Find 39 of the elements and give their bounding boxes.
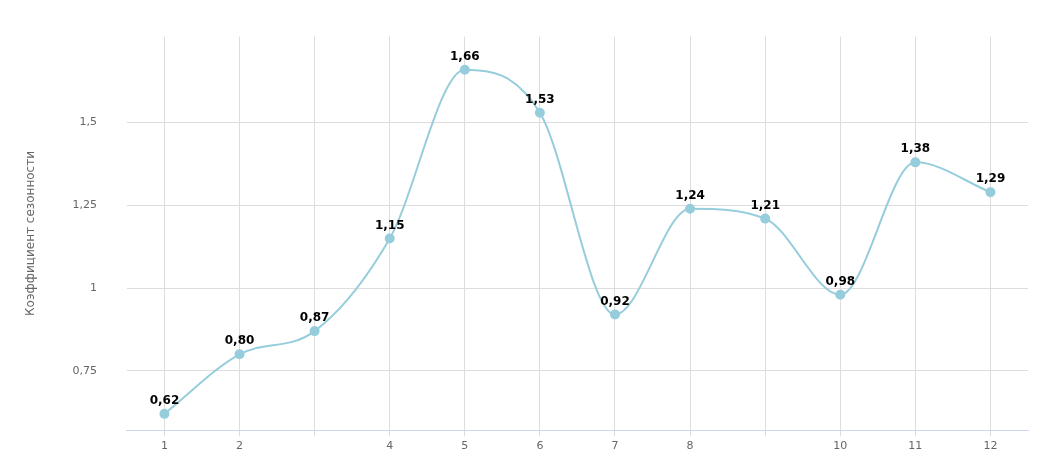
point [985, 187, 996, 198]
y-tick-label: 1 [89, 280, 97, 294]
data-label: 1,15 [374, 217, 405, 232]
data-label: 0,80 [224, 333, 255, 348]
x-tick-label: 11 [908, 438, 923, 452]
x-tick-label: 7 [611, 438, 619, 452]
point [835, 289, 846, 300]
data-label: 1,53 [525, 91, 555, 106]
y-tick-label: 1,5 [79, 115, 97, 129]
point [760, 213, 771, 224]
data-label: 1,29 [975, 171, 1006, 186]
x-tick-label: 2 [236, 438, 244, 452]
data-label: 1,38 [900, 141, 931, 156]
data-label: 1,21 [750, 197, 780, 212]
point [534, 107, 545, 118]
x-tick-label: 4 [386, 438, 394, 452]
point [609, 309, 620, 320]
data-label: 1,24 [675, 187, 705, 202]
point [234, 349, 245, 360]
x-tick-label: 5 [461, 438, 469, 452]
point [685, 203, 696, 214]
data-label: 1,66 [450, 48, 480, 63]
y-axis-title: Коэффициент сезонности [23, 151, 38, 316]
data-label: 0,62 [149, 392, 180, 407]
y-tick-label: 0,75 [72, 363, 97, 377]
point [309, 326, 320, 337]
point [159, 408, 170, 419]
data-label: 0,98 [825, 273, 856, 288]
x-tick-label: 10 [833, 438, 848, 452]
x-tick-label: 8 [686, 438, 694, 452]
x-tick-label: 6 [536, 438, 544, 452]
point [910, 157, 921, 168]
y-tick-label: 1,25 [72, 198, 97, 212]
x-tick-label: 1 [160, 438, 168, 452]
point [459, 64, 470, 75]
x-tick-label: 12 [983, 438, 998, 452]
data-label: 0,87 [299, 310, 330, 325]
data-label: 0,92 [600, 293, 630, 308]
point [384, 233, 395, 244]
